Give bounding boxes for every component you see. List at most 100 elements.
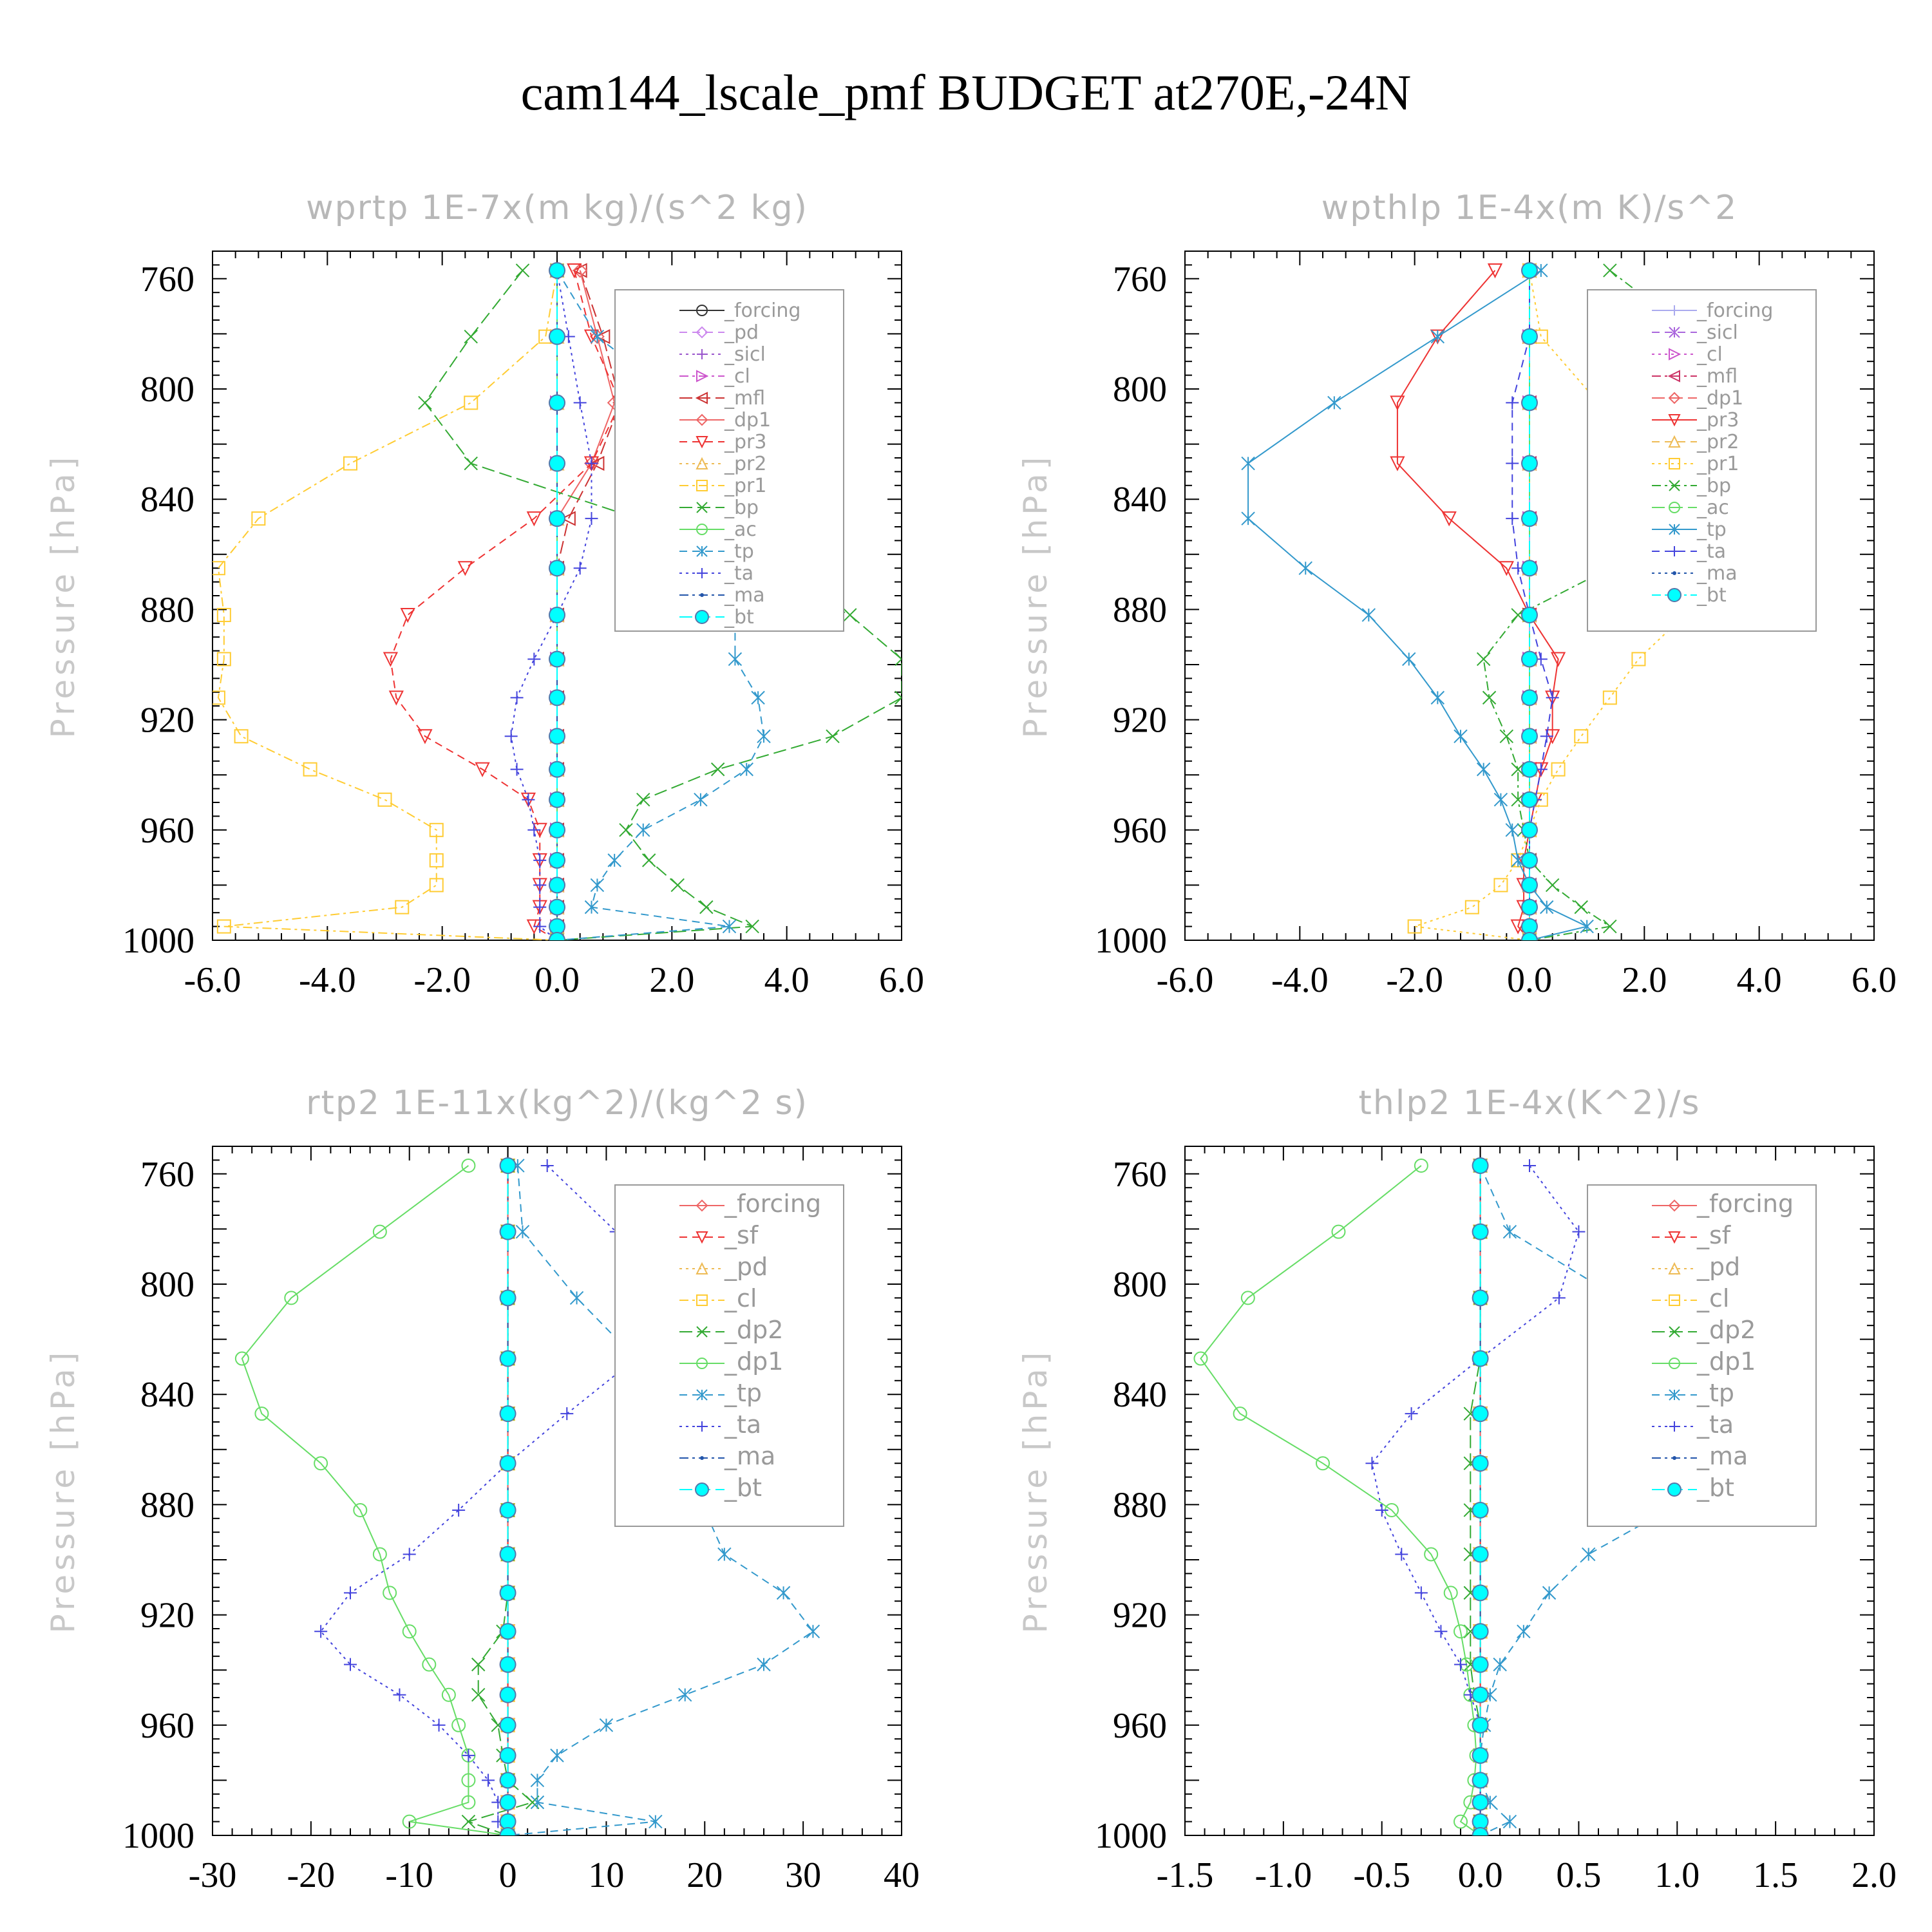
x-tick-label: -2.0 xyxy=(1386,960,1443,1000)
legend-marker xyxy=(1669,327,1680,338)
legend-marker xyxy=(695,392,708,404)
data-point xyxy=(284,1291,299,1305)
series_dp1 xyxy=(234,1158,515,1835)
legend-label: _bt xyxy=(1696,584,1727,607)
data-point xyxy=(1517,1624,1531,1638)
legend-marker xyxy=(695,1482,709,1497)
data-point xyxy=(1241,511,1255,526)
data-point xyxy=(1241,456,1255,471)
data-point xyxy=(471,1688,486,1702)
series-line xyxy=(1396,270,1559,940)
legend: _forcing _sf _pd _cl _dp2 _dp1 _tp _ta _ma _bt xyxy=(1587,1184,1817,1527)
legend-marker xyxy=(696,524,708,535)
data-point xyxy=(515,263,530,278)
y-tick-label: 1000 xyxy=(122,1816,194,1856)
legend-marker xyxy=(1672,1456,1676,1460)
y-axis-label: Pressure [hPa] xyxy=(1017,1349,1054,1634)
data-point xyxy=(1472,1405,1489,1423)
data-point xyxy=(1472,1546,1489,1563)
data-point xyxy=(1511,853,1525,867)
data-point xyxy=(549,510,565,527)
data-point xyxy=(619,823,633,837)
legend-label: _pr1 xyxy=(724,475,766,497)
data-point xyxy=(213,561,225,576)
y-tick-label: 1000 xyxy=(1095,921,1167,961)
data-point xyxy=(1506,512,1519,526)
data-point xyxy=(457,561,473,576)
budget-panel-1: wprtp 1E-7x(m kg)/(s^2 kg) Pressure [hPa]… xyxy=(44,189,924,1000)
data-point xyxy=(251,511,266,526)
legend-label: _ma xyxy=(724,584,765,607)
x-tick-label: 10 xyxy=(588,1855,624,1895)
data-point xyxy=(1454,729,1468,743)
legend-label: _dp1 xyxy=(1696,387,1743,410)
legend-label: _pr3 xyxy=(1696,409,1739,431)
legend-marker xyxy=(1668,1262,1681,1274)
data-point xyxy=(1240,1291,1255,1305)
data-point xyxy=(461,1814,476,1829)
data-point xyxy=(344,1658,357,1671)
data-point xyxy=(216,652,231,667)
data-point xyxy=(1521,606,1538,623)
data-point xyxy=(549,932,565,940)
legend-marker xyxy=(696,326,708,339)
data-point xyxy=(402,1548,416,1561)
series-line xyxy=(1371,1165,1580,1835)
y-tick-label: 760 xyxy=(140,1155,194,1195)
legend-label: _pd xyxy=(1696,1253,1740,1281)
data-point xyxy=(826,729,840,743)
legend-marker xyxy=(695,610,709,624)
data-point xyxy=(757,1657,771,1672)
data-point xyxy=(461,1773,476,1788)
legend-marker xyxy=(1669,1294,1680,1306)
data-point xyxy=(1552,1291,1566,1305)
panel-title: wpthlp 1E-4x(m K)/s^2 xyxy=(1321,189,1738,227)
legend-marker xyxy=(1668,414,1681,427)
data-point xyxy=(717,1547,732,1562)
legend-label: _pr2 xyxy=(1696,431,1739,453)
data-point xyxy=(549,898,565,916)
legend-marker xyxy=(696,545,708,557)
data-point xyxy=(499,1405,516,1423)
data-point xyxy=(1545,878,1560,893)
legend-marker xyxy=(1669,524,1680,535)
data-point xyxy=(515,1224,530,1239)
data-point xyxy=(751,690,765,705)
legend-marker xyxy=(1669,502,1680,513)
data-point xyxy=(806,1624,820,1638)
data-point xyxy=(1298,561,1312,575)
legend-label: _ac xyxy=(1696,497,1729,519)
series-line xyxy=(319,1165,656,1835)
data-point xyxy=(549,650,565,668)
data-point xyxy=(372,1547,387,1562)
data-point xyxy=(314,1456,328,1471)
y-tick-label: 1000 xyxy=(1095,1816,1167,1856)
data-point xyxy=(540,1159,554,1172)
data-point xyxy=(1572,1225,1586,1238)
data-point xyxy=(499,1501,516,1519)
data-point xyxy=(1521,650,1538,668)
data-point xyxy=(1405,1407,1418,1421)
data-point xyxy=(573,562,587,575)
data-point xyxy=(429,853,444,867)
data-point xyxy=(1521,821,1538,838)
x-tick-label: -4.0 xyxy=(1271,960,1329,1000)
series-line xyxy=(556,270,621,940)
data-point xyxy=(499,1827,516,1835)
x-tick-label: 1.5 xyxy=(1753,1855,1798,1895)
x-tick-label: -6.0 xyxy=(184,960,242,1000)
data-point xyxy=(1502,1814,1517,1829)
data-point xyxy=(1574,900,1588,914)
series-line xyxy=(510,270,592,940)
data-point xyxy=(499,1794,516,1811)
data-point xyxy=(1402,652,1416,667)
legend-marker xyxy=(696,1389,708,1401)
data-point xyxy=(1511,608,1525,622)
legend-marker xyxy=(1668,435,1681,448)
data-point xyxy=(464,395,478,410)
data-point xyxy=(499,1546,516,1563)
data-point xyxy=(1390,456,1405,471)
legend-marker xyxy=(1669,348,1681,361)
legend-label: _pd xyxy=(724,321,759,344)
data-point xyxy=(1540,900,1554,914)
